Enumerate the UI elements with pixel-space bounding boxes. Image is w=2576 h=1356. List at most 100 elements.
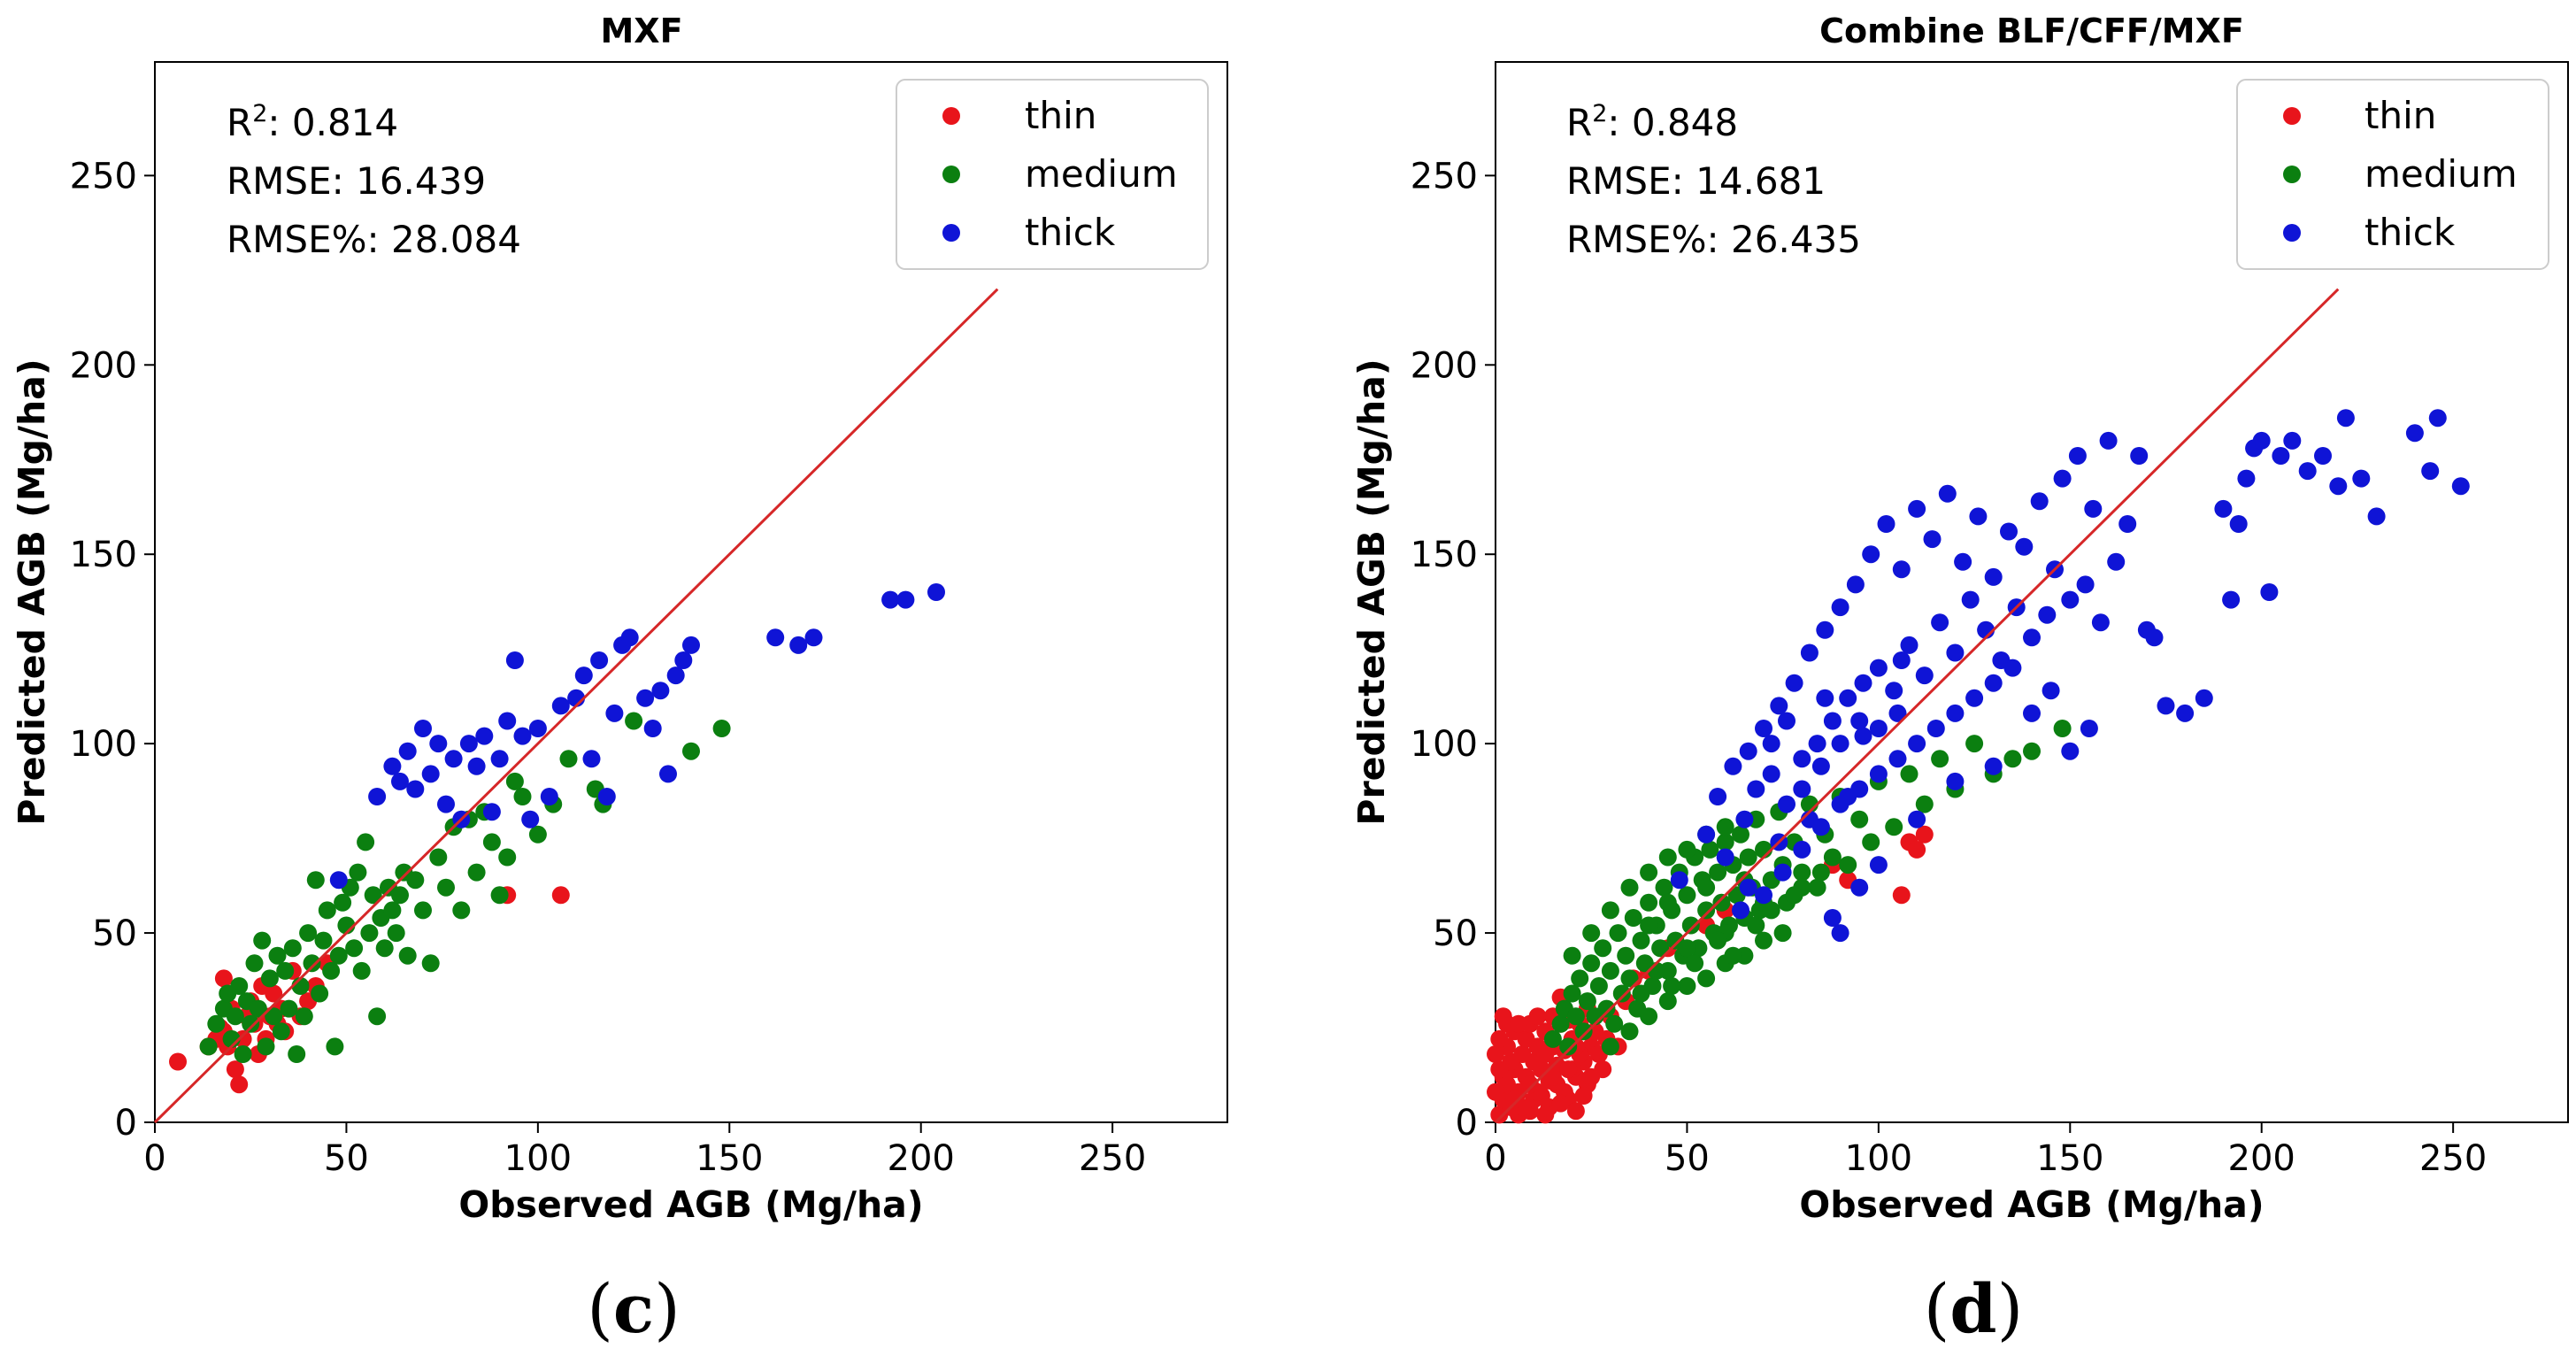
point-thick (1869, 659, 1888, 677)
point-medium (268, 946, 287, 965)
point-thick (1816, 620, 1834, 639)
y-tick-label: 100 (1411, 724, 1478, 765)
point-thick (383, 757, 402, 775)
panel-c-legend-label-thick: thick (1025, 211, 1116, 254)
point-thick (2130, 447, 2149, 465)
point-medium (1850, 810, 1869, 828)
point-thick (2107, 552, 2126, 571)
point-medium (383, 901, 402, 920)
point-thick (482, 803, 501, 821)
y-tick-label: 0 (1456, 1103, 1478, 1144)
point-thick (1892, 560, 1911, 579)
point-thin (1490, 1060, 1509, 1079)
panel-d-legend-label-thin: thin (2365, 94, 2436, 137)
point-thick (1793, 840, 1811, 859)
point-medium (1574, 1022, 1593, 1041)
point-thick (540, 788, 558, 805)
x-tick-label: 0 (1484, 1138, 1506, 1179)
point-thick (643, 720, 662, 737)
point-thick (1755, 886, 1772, 905)
point-thick (2091, 613, 2110, 632)
point-thick (636, 689, 655, 707)
point-thick (1908, 810, 1926, 828)
point-medium (1931, 750, 1949, 768)
y-tick-label: 200 (1411, 345, 1478, 386)
point-thick (1938, 484, 1957, 503)
point-medium (1709, 863, 1727, 882)
point-medium (1716, 818, 1734, 836)
panel-c-y-ticks: 0 50 100 150 200 250 (70, 156, 155, 1144)
panel-d-y-ticks: 0 50 100 150 200 250 (1411, 156, 1496, 1144)
point-medium (1563, 984, 1581, 1003)
x-tick-label: 200 (888, 1138, 955, 1179)
point-medium (1551, 1014, 1570, 1033)
point-thin (1915, 825, 1934, 844)
point-thick (1946, 772, 1965, 790)
point-medium (1885, 818, 1903, 836)
panel-d-legend-label-medium: medium (2365, 152, 2518, 196)
point-medium (253, 931, 272, 950)
point-thick (2405, 424, 2424, 443)
point-medium (1651, 939, 1670, 958)
point-thick (1926, 720, 1945, 737)
point-thin (1487, 1045, 1504, 1063)
point-medium (303, 954, 321, 973)
point-medium (437, 878, 455, 897)
point-thin (169, 1052, 187, 1071)
panel-c-caption: (c) (587, 1269, 681, 1348)
point-medium (1716, 833, 1734, 851)
point-thick (1831, 924, 1849, 943)
point-thin (214, 969, 233, 988)
panel-d-rmse-pct: RMSE%: 26.435 (1566, 218, 1861, 261)
point-thick (2222, 590, 2241, 609)
point-thick (2023, 628, 2041, 647)
point-thick (2237, 469, 2256, 488)
point-medium (207, 1014, 226, 1033)
point-thin (1505, 1090, 1524, 1109)
point-thin (1487, 1082, 1504, 1101)
point-thick (1892, 651, 1911, 669)
point-medium (1686, 954, 1704, 973)
point-medium (1620, 1022, 1639, 1041)
point-medium (559, 750, 578, 768)
point-thin (1536, 1045, 1555, 1063)
point-medium (322, 961, 341, 980)
point-thick (1923, 530, 1942, 549)
point-thick (1811, 757, 1830, 775)
point-thick (1800, 643, 1819, 662)
point-medium (1658, 893, 1677, 912)
point-thick (1946, 704, 1965, 722)
point-medium (276, 961, 295, 980)
point-thick (1831, 598, 1849, 617)
point-medium (712, 720, 731, 737)
point-thick (1747, 780, 1765, 798)
point-thick (2099, 431, 2118, 450)
point-thick (2118, 515, 2137, 533)
x-tick-label: 50 (324, 1138, 369, 1179)
panel-c-legend-marker-thin (942, 107, 960, 125)
point-thick (1862, 545, 1880, 564)
x-tick-label: 200 (2228, 1138, 2295, 1179)
point-thick (2329, 477, 2348, 496)
point-thick (1854, 674, 1872, 692)
point-thick (2157, 697, 2175, 715)
panel-d-rmse: RMSE: 14.681 (1566, 159, 1826, 203)
point-thick (1954, 552, 1972, 571)
point-thick (1877, 515, 1895, 533)
point-thick (1762, 765, 1780, 783)
point-medium (1589, 977, 1608, 995)
point-thick (1823, 712, 1842, 730)
point-medium (272, 1022, 290, 1041)
point-medium (345, 939, 364, 958)
point-thick (1850, 712, 1869, 730)
x-tick-label: 250 (1079, 1138, 1146, 1179)
point-thick (1709, 788, 1727, 805)
point-thick (329, 871, 348, 890)
point-medium (391, 886, 409, 905)
point-medium (1605, 1014, 1624, 1033)
point-thick (2428, 409, 2447, 428)
point-medium (306, 871, 325, 890)
point-thick (2000, 522, 2018, 541)
point-medium (1640, 863, 1658, 882)
point-thick (1785, 674, 1803, 692)
